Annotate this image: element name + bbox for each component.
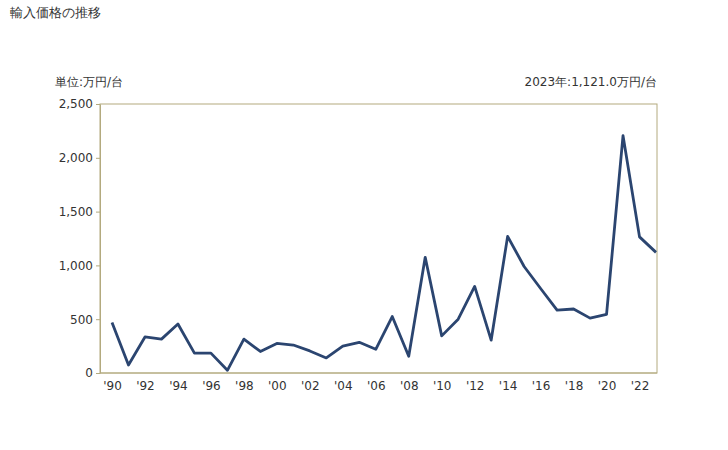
- y-tick-label: 2,000: [59, 151, 93, 165]
- x-tick: '20: [598, 379, 617, 393]
- y-tick-label: 2,500: [59, 97, 93, 111]
- x-tick: '98: [235, 379, 254, 393]
- y-tick: 2,000: [59, 151, 100, 165]
- y-tick-mark: [96, 265, 100, 266]
- x-tick-label: '06: [367, 379, 386, 393]
- y-tick-label: 0: [85, 366, 93, 380]
- x-tick: '92: [136, 379, 155, 393]
- annotation: 2023年:1,121.0万円/台: [525, 75, 657, 89]
- y-tick-mark: [96, 158, 100, 159]
- y-axis: 0 500 1,000 1,500 2,000 2,500: [59, 97, 101, 380]
- price-line: [112, 136, 656, 371]
- x-tick: '90: [103, 379, 122, 393]
- plot-area: [112, 136, 656, 371]
- y-tick-label: 1,500: [59, 205, 93, 219]
- x-tick-label: '94: [169, 379, 188, 393]
- x-axis-line: [100, 373, 657, 374]
- x-tick-label: '92: [136, 379, 155, 393]
- x-tick-label: '90: [103, 379, 122, 393]
- y-tick: 1,000: [59, 259, 100, 273]
- y-tick: 1,500: [59, 205, 100, 219]
- x-axis: '90 '92 '94 '96 '98 '00 '02 '04 '06 '08 '10 '12 '14 '…: [100, 373, 657, 393]
- y-tick: 500: [70, 313, 100, 327]
- plot-frame: [100, 104, 657, 373]
- x-tick: '14: [499, 379, 518, 393]
- x-tick-label: '22: [631, 379, 650, 393]
- y-tick-label: 1,000: [59, 259, 93, 273]
- x-tick: '02: [301, 379, 320, 393]
- x-tick: '22: [631, 379, 650, 393]
- x-tick: '08: [400, 379, 419, 393]
- y-tick: 0: [85, 366, 100, 380]
- x-tick-label: '18: [565, 379, 584, 393]
- x-tick-label: '14: [499, 379, 518, 393]
- y-tick-mark: [96, 373, 100, 374]
- x-tick: '10: [433, 379, 452, 393]
- x-tick-label: '04: [334, 379, 353, 393]
- title: 輸入価格の推移: [10, 5, 101, 20]
- x-tick: '18: [565, 379, 584, 393]
- x-tick: '96: [202, 379, 221, 393]
- y-axis-line: [100, 105, 101, 374]
- y-tick-mark: [96, 212, 100, 213]
- x-tick: '00: [268, 379, 287, 393]
- x-tick-label: '08: [400, 379, 419, 393]
- x-tick-label: '20: [598, 379, 617, 393]
- x-tick-label: '10: [433, 379, 452, 393]
- x-tick-label: '12: [466, 379, 485, 393]
- x-tick-label: '98: [235, 379, 254, 393]
- x-tick: '06: [367, 379, 386, 393]
- x-tick-label: '00: [268, 379, 287, 393]
- x-tick-label: '02: [301, 379, 320, 393]
- y-tick: 2,500: [59, 97, 100, 111]
- x-tick-label: '16: [532, 379, 551, 393]
- chart: 輸入価格の推移単位:万円/台 2023年:1,121.0万円/台 0 500 1,000…: [0, 0, 728, 450]
- x-tick: '04: [334, 379, 353, 393]
- x-tick: '16: [532, 379, 551, 393]
- x-tick: '12: [466, 379, 485, 393]
- y-tick-mark: [96, 104, 100, 105]
- x-tick-label: '96: [202, 379, 221, 393]
- y-tick-mark: [96, 319, 100, 320]
- y-label: 単位:万円/台: [55, 75, 123, 89]
- y-tick-label: 500: [70, 313, 93, 327]
- x-tick: '94: [169, 379, 188, 393]
